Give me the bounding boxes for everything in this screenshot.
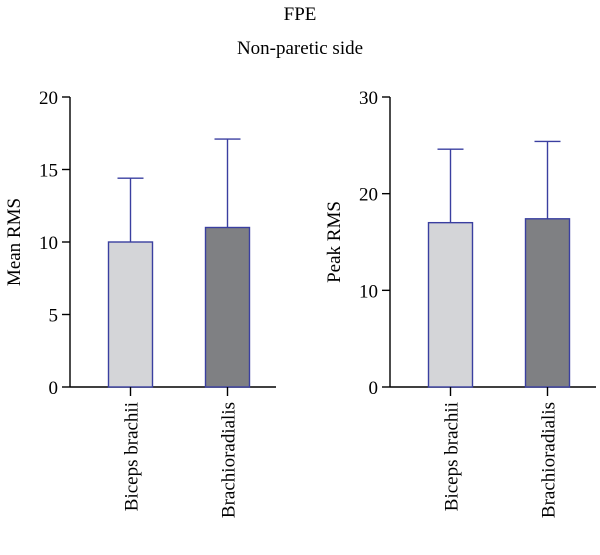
panel-2-bar-0 [427,221,474,388]
panel-1-y-tick-label-4: 20 [39,88,58,109]
figure-subtitle: Non-paretic side [236,38,364,59]
panel-1-category-label-1: Brachioradialis [219,402,240,518]
panel-1-bar-0 [107,241,154,388]
panel-2-y-tick-label-0: 0 [369,378,379,399]
panel-1-y-tick-label-2: 10 [39,233,58,254]
panel-2-category-label-0: Biceps brachii [442,402,463,511]
panel-1-y-tick-label-1: 5 [49,306,59,327]
panel-2-y-tick-label-3: 30 [359,88,378,109]
panel-1-y-tick-label-0: 0 [49,378,59,399]
panel-1-y-axis-title: Mean RMS [4,198,25,286]
panel-1-category-label-0: Biceps brachii [122,402,143,511]
panel-2-y-axis-title: Peak RMS [324,201,345,283]
figure-title: FPE [283,4,317,25]
panel-1-bar-1 [204,226,251,388]
panel-2-category-label-1: Brachioradialis [539,402,560,518]
panel-2-y-tick-label-2: 20 [359,185,378,206]
panel-2-y-tick-label-1: 10 [359,281,378,302]
panel-1-y-tick-label-3: 15 [39,161,58,182]
panel-2-bar-1 [524,218,571,388]
